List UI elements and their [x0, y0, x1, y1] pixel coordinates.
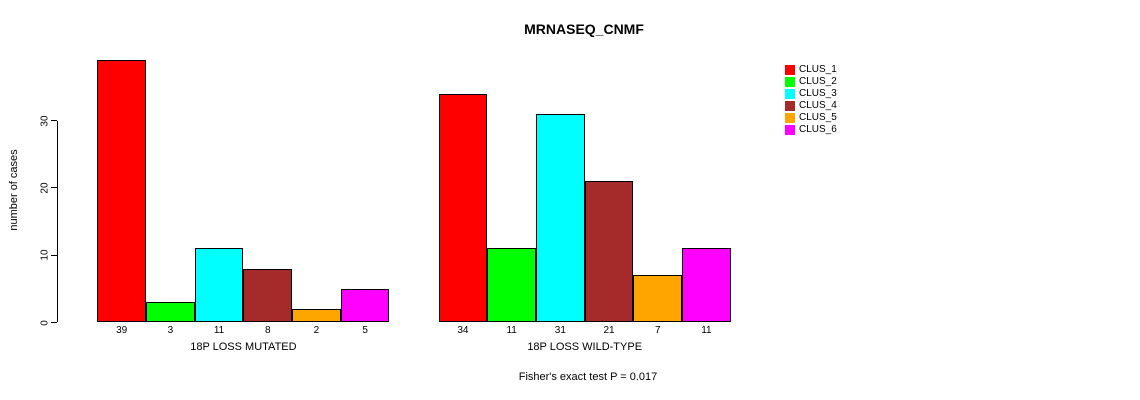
y-tick-label-10: 10: [39, 249, 51, 261]
legend-swatch-icon: [785, 125, 795, 135]
legend-label: CLUS_4: [799, 100, 837, 111]
y-tick-0: [51, 322, 57, 323]
bar-group2-clus_5: [633, 275, 683, 323]
y-tick-30: [51, 120, 57, 122]
legend-label: CLUS_2: [799, 76, 837, 87]
bar-group2-clus_4: [584, 181, 634, 323]
bar-value-group2-clus_1: 34: [457, 325, 469, 336]
legend-row-clus_2: CLUS_2: [785, 76, 837, 88]
y-axis-title: number of cases: [8, 149, 20, 231]
legend-label: CLUS_6: [799, 124, 837, 135]
bar-value-group1-clus_5: 2: [313, 325, 320, 336]
legend-swatch-icon: [785, 89, 795, 99]
bar-value-group2-clus_5: 7: [654, 325, 661, 336]
legend-swatch-icon: [785, 113, 795, 123]
bar-group1-clus_6: [340, 288, 390, 323]
bar-group1-clus_3: [194, 248, 244, 323]
y-tick-label-30: 30: [39, 115, 51, 127]
bar-group2-clus_3: [536, 113, 585, 323]
bar-group2-clus_6: [682, 248, 731, 323]
bar-value-group2-clus_3: 31: [554, 325, 566, 336]
legend-row-clus_3: CLUS_3: [785, 88, 837, 100]
bar-group2-clus_2: [487, 248, 536, 323]
bar-value-group1-clus_1: 39: [116, 325, 128, 336]
chart-title: MRNASEQ_CNMF: [524, 21, 644, 37]
legend-row-clus_6: CLUS_6: [785, 124, 837, 136]
legend-label: CLUS_3: [799, 88, 837, 99]
bar-value-group1-clus_2: 3: [167, 325, 174, 336]
legend-swatch-icon: [785, 77, 795, 87]
bar-value-group1-clus_3: 11: [213, 325, 225, 336]
legend-row-clus_1: CLUS_1: [785, 64, 837, 76]
y-tick-10: [51, 254, 57, 256]
bar-group2-clus_1: [438, 93, 488, 323]
y-tick-20: [51, 187, 57, 189]
group-label-1: 18P LOSS MUTATED: [190, 341, 297, 353]
y-tick-label-20: 20: [39, 182, 51, 194]
legend-row-clus_5: CLUS_5: [785, 112, 837, 124]
bar-group1-clus_5: [292, 309, 341, 323]
bar-value-group1-clus_6: 5: [362, 325, 368, 336]
legend: CLUS_1 CLUS_2 CLUS_3 CLUS_4 CLUS_5 CLUS_6: [785, 64, 837, 136]
bar-value-group1-clus_4: 8: [264, 325, 271, 336]
y-tick-label-0: 0: [39, 319, 51, 326]
fisher-test-caption: Fisher's exact test P = 0.017: [518, 371, 658, 383]
bar-value-group2-clus_2: 11: [506, 325, 517, 336]
legend-label: CLUS_1: [799, 64, 837, 75]
legend-label: CLUS_5: [799, 112, 837, 123]
group-label-2: 18P LOSS WILD-TYPE: [527, 341, 643, 353]
legend-swatch-icon: [785, 65, 795, 75]
legend-swatch-icon: [785, 101, 795, 111]
bar-value-group2-clus_6: 11: [701, 325, 712, 336]
bar-group1-clus_2: [146, 302, 195, 323]
bar-group1-clus_1: [97, 60, 146, 323]
bar-group1-clus_4: [243, 268, 293, 323]
y-axis-line: [57, 120, 58, 323]
legend-row-clus_4: CLUS_4: [785, 100, 837, 112]
bar-value-group2-clus_4: 21: [603, 325, 615, 336]
